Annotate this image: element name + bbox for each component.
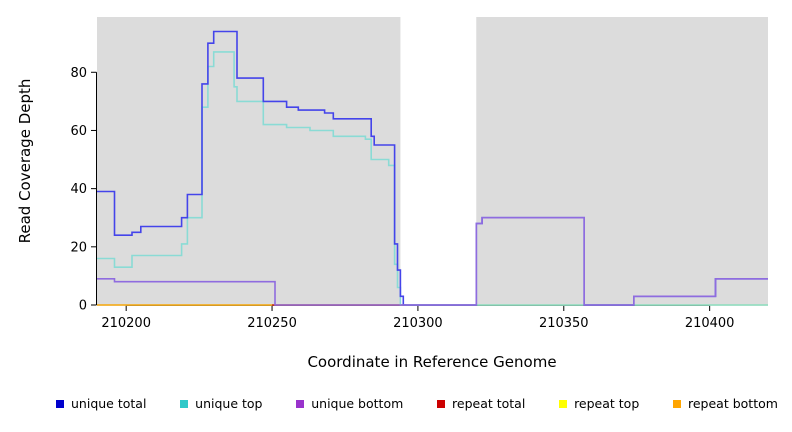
legend-label: repeat bottom: [688, 396, 778, 411]
legend-label: unique top: [195, 396, 263, 411]
unique-top-swatch-icon: [180, 399, 189, 408]
legend-item-repeat-top: repeat top: [559, 396, 639, 411]
y-tick-label: 80: [70, 66, 87, 81]
x-tick-label: 210300: [393, 316, 443, 331]
legend: unique total unique top unique bottom re…: [0, 396, 792, 411]
y-tick-label: 0: [79, 299, 87, 314]
x-tick-label: 210400: [685, 316, 735, 331]
series-line-unique-bottom: [97, 216, 768, 306]
x-axis-title: Coordinate in Reference Genome: [307, 353, 556, 371]
coverage-plot: 210200 210250 210300 210350 210400020406080 …: [16, 17, 768, 371]
legend-label: unique bottom: [311, 396, 404, 411]
repeat-total-swatch-icon: [437, 399, 446, 408]
x-tick-label: 210200: [101, 316, 151, 331]
legend-item-repeat-total: repeat total: [437, 396, 525, 411]
repeat-top-swatch-icon: [559, 399, 568, 408]
legend-item-unique-bottom: unique bottom: [296, 396, 403, 411]
y-tick-label: 60: [70, 124, 87, 139]
y-tick-label: 20: [70, 240, 87, 255]
y-tick-label: 40: [70, 182, 87, 197]
legend-label: repeat total: [452, 396, 526, 411]
legend-item-unique-top: unique top: [180, 396, 262, 411]
legend-item-unique-total: unique total: [56, 396, 146, 411]
plot-layers: 210200 210250 210300 210350 210400 0 20 40 60 80: [70, 17, 768, 331]
legend-label: repeat top: [574, 396, 640, 411]
x-tick-label: 210350: [539, 316, 589, 331]
series-line-unique-top: [97, 51, 768, 306]
coverage-gap-band: [400, 17, 477, 305]
repeat-bottom-swatch-icon: [673, 399, 681, 408]
unique-total-swatch-icon: [56, 399, 64, 408]
legend-item-repeat-bottom: repeat bottom: [673, 396, 778, 411]
legend-label: unique total: [71, 396, 147, 411]
y-axis-title: Read Coverage Depth: [16, 79, 34, 244]
unique-bottom-swatch-icon: [296, 399, 305, 408]
x-tick-label: 210250: [247, 316, 297, 331]
